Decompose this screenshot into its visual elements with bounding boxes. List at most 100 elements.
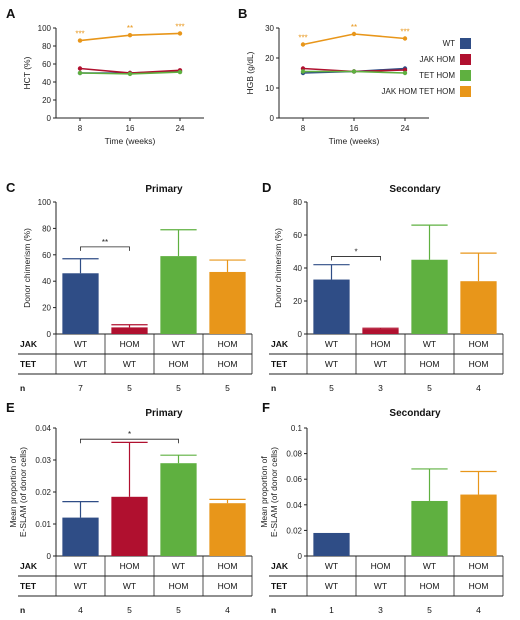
table-cell: HOM bbox=[218, 561, 238, 571]
legend-swatch bbox=[460, 70, 471, 81]
y-axis-label: Donor chimerism (%) bbox=[273, 228, 283, 308]
y-tick-label: 100 bbox=[38, 24, 52, 33]
data-point bbox=[127, 33, 133, 38]
table-row-header: JAK bbox=[20, 339, 38, 349]
y-tick-label: 20 bbox=[42, 96, 51, 105]
data-point bbox=[177, 31, 183, 36]
y-axis-label-line: E-SLAM (of donor cells) bbox=[269, 447, 279, 537]
significance-marker: *** bbox=[400, 28, 409, 37]
panel-title: Secondary bbox=[389, 184, 441, 195]
table-cell: HOM bbox=[218, 581, 238, 591]
y-tick-label: 20 bbox=[265, 54, 274, 63]
table-cell: HOM bbox=[120, 339, 140, 349]
y-tick-label: 0.02 bbox=[286, 526, 302, 535]
table-cell: WT bbox=[423, 339, 436, 349]
bar bbox=[209, 503, 246, 556]
y-axis-label-line: Mean proportion of bbox=[8, 456, 18, 528]
x-tick-label: 24 bbox=[401, 124, 410, 133]
table-row-header: JAK bbox=[271, 561, 289, 571]
y-tick-label: 0.1 bbox=[291, 424, 303, 433]
panel-label-c: C bbox=[6, 180, 16, 195]
bar bbox=[160, 256, 197, 334]
bar-chart-f: 0 0.02 0.04 0.06 0.08 0.1 Mean proportion ofE-… bbox=[259, 408, 504, 615]
table-cell: HOM bbox=[469, 581, 489, 591]
y-tick-label: 60 bbox=[293, 231, 302, 240]
y-tick-label: 0 bbox=[298, 552, 303, 561]
table-cell: WT bbox=[74, 581, 87, 591]
table-cell: WT bbox=[325, 561, 338, 571]
significance-marker: * bbox=[128, 430, 131, 439]
y-tick-label: 60 bbox=[42, 251, 51, 260]
table-cell: WT bbox=[374, 359, 387, 369]
table-cell: 5 bbox=[176, 605, 181, 615]
significance-marker: *** bbox=[175, 22, 184, 31]
significance-marker: *** bbox=[298, 34, 307, 43]
y-tick-label: 0 bbox=[47, 552, 52, 561]
data-point bbox=[402, 36, 408, 41]
bar bbox=[362, 329, 399, 334]
legend-label: WT bbox=[443, 39, 456, 48]
table-cell: WT bbox=[325, 339, 338, 349]
data-point bbox=[127, 71, 133, 77]
legend-label: JAK HOM bbox=[419, 55, 455, 64]
table-cell: HOM bbox=[371, 561, 391, 571]
table-cell: HOM bbox=[420, 359, 440, 369]
y-tick-label: 80 bbox=[42, 42, 51, 51]
y-tick-label: 80 bbox=[293, 198, 302, 207]
table-cell: HOM bbox=[169, 359, 189, 369]
table-cell: WT bbox=[374, 581, 387, 591]
y-tick-label: 40 bbox=[42, 277, 51, 286]
data-point bbox=[351, 31, 357, 37]
panel-label-b: B bbox=[238, 6, 247, 21]
table-cell: 5 bbox=[427, 605, 432, 615]
significance-marker: ** bbox=[127, 24, 133, 33]
y-axis-label: HCT (%) bbox=[22, 56, 32, 89]
table-row-header: n bbox=[271, 605, 276, 615]
y-tick-label: 80 bbox=[42, 224, 51, 233]
bar bbox=[411, 259, 448, 334]
data-point bbox=[402, 70, 408, 76]
table-row-header: TET bbox=[20, 581, 37, 591]
y-tick-label: 0 bbox=[47, 330, 52, 339]
table-cell: WT bbox=[172, 561, 185, 571]
table-cell: HOM bbox=[469, 339, 489, 349]
table-cell: WT bbox=[123, 359, 136, 369]
y-axis-label: Donor chimerism (%) bbox=[22, 228, 32, 308]
data-point bbox=[177, 69, 183, 75]
table-cell: 5 bbox=[127, 605, 132, 615]
bar-chart-c: 0 20 40 60 80 100 Donor chimerism (%) Primary **… bbox=[18, 184, 253, 393]
table-cell: WT bbox=[325, 581, 338, 591]
table-cell: WT bbox=[325, 359, 338, 369]
legend-label: TET HOM bbox=[419, 71, 455, 80]
table-cell: 5 bbox=[329, 383, 334, 393]
y-tick-label: 30 bbox=[265, 24, 274, 33]
panel-title: Primary bbox=[145, 184, 183, 195]
table-cell: 5 bbox=[427, 383, 432, 393]
table-cell: HOM bbox=[469, 561, 489, 571]
x-tick-label: 8 bbox=[301, 124, 306, 133]
y-tick-label: 0 bbox=[47, 114, 52, 123]
significance-marker: * bbox=[354, 247, 357, 256]
bar-chart-d: 0 20 40 60 80 Donor chimerism (%) Secondary * JA… bbox=[269, 184, 504, 393]
y-axis-label: HGB (g/dL) bbox=[245, 51, 255, 94]
bar bbox=[62, 517, 99, 556]
y-tick-label: 60 bbox=[42, 60, 51, 69]
table-cell: WT bbox=[423, 561, 436, 571]
panel-label-a: A bbox=[6, 6, 16, 21]
x-tick-label: 16 bbox=[126, 124, 135, 133]
x-tick-label: 8 bbox=[78, 124, 83, 133]
y-tick-label: 0.02 bbox=[35, 488, 51, 497]
table-cell: WT bbox=[172, 339, 185, 349]
y-tick-label: 20 bbox=[293, 297, 302, 306]
table-cell: HOM bbox=[469, 359, 489, 369]
significance-bracket bbox=[80, 438, 179, 444]
bar-chart-e: 0 0.01 0.02 0.03 0.04 Mean proportion ofE-SLA… bbox=[8, 408, 253, 615]
table-cell: WT bbox=[74, 561, 87, 571]
y-axis-label: Mean proportion ofE-SLAM (of donor cells… bbox=[259, 447, 279, 537]
table-cell: 5 bbox=[176, 383, 181, 393]
